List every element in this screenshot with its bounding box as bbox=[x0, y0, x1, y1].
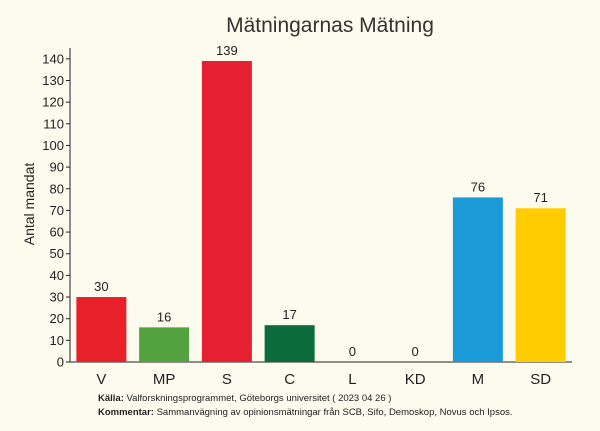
data-label: 17 bbox=[282, 307, 296, 322]
x-tick-label: SD bbox=[530, 371, 551, 388]
bar-v bbox=[76, 297, 127, 362]
source-note: Källa: Valforskningsprogrammet, Göteborg… bbox=[98, 392, 513, 406]
x-tick-label: C bbox=[284, 371, 295, 388]
y-tick-label: 30 bbox=[50, 290, 64, 305]
x-tick-label: L bbox=[348, 371, 356, 388]
comment-note: Kommentar: Sammanvägning av opinionsmätn… bbox=[98, 406, 513, 420]
source-text: Valforskningsprogrammet, Göteborgs unive… bbox=[123, 393, 392, 404]
bar-c bbox=[264, 325, 315, 362]
y-tick-label: 60 bbox=[50, 225, 64, 240]
source-label: Källa: bbox=[98, 393, 124, 404]
data-label: 0 bbox=[349, 344, 356, 359]
y-tick-label: 0 bbox=[57, 355, 64, 370]
y-tick-label: 10 bbox=[50, 333, 64, 348]
y-tick-label: 90 bbox=[50, 160, 64, 175]
bars: 30 V 16 MP 139 S 17 C 0 L 0 KD 76 M 71 SD bbox=[76, 43, 566, 388]
bar-s bbox=[201, 60, 252, 362]
y-tick-label: 140 bbox=[42, 51, 64, 66]
axes: 0 10 20 30 40 50 60 70 80 90 100 110 120 130 140 bbox=[42, 48, 572, 370]
y-tick-label: 50 bbox=[50, 246, 64, 261]
bar-sd bbox=[515, 208, 566, 362]
y-tick-label: 100 bbox=[42, 138, 64, 153]
data-label: 0 bbox=[412, 344, 419, 359]
data-label: 139 bbox=[216, 43, 238, 58]
chart-title: Mätningarnas Mätning bbox=[226, 14, 434, 37]
y-tick-label: 120 bbox=[42, 95, 64, 110]
x-tick-label: MP bbox=[153, 371, 176, 388]
bar-chart: Mätningarnas Mätning Antal mandat 0 10 20 3… bbox=[21, 14, 572, 388]
chart-footer: Källa: Valforskningsprogrammet, Göteborg… bbox=[98, 392, 513, 420]
y-tick-label: 40 bbox=[50, 268, 64, 283]
y-tick-label: 20 bbox=[50, 311, 64, 326]
bar-mp bbox=[139, 327, 190, 362]
y-axis-label: Antal mandat bbox=[21, 163, 37, 246]
y-tick-label: 70 bbox=[50, 203, 64, 218]
data-label: 16 bbox=[157, 309, 171, 324]
y-tick-label: 130 bbox=[42, 73, 64, 88]
x-tick-label: M bbox=[472, 371, 485, 388]
y-tick-label: 110 bbox=[43, 116, 64, 131]
comment-label: Kommentar: bbox=[98, 407, 154, 418]
x-tick-label: V bbox=[96, 371, 106, 388]
data-label: 76 bbox=[471, 179, 485, 194]
data-label: 71 bbox=[533, 190, 547, 205]
comment-text: Sammanvägning av opinionsmätningar från … bbox=[153, 407, 513, 418]
y-tick-label: 80 bbox=[50, 181, 64, 196]
x-tick-label: KD bbox=[405, 371, 426, 388]
data-label: 30 bbox=[94, 279, 108, 294]
x-tick-label: S bbox=[222, 371, 232, 388]
bar-m bbox=[452, 197, 503, 362]
